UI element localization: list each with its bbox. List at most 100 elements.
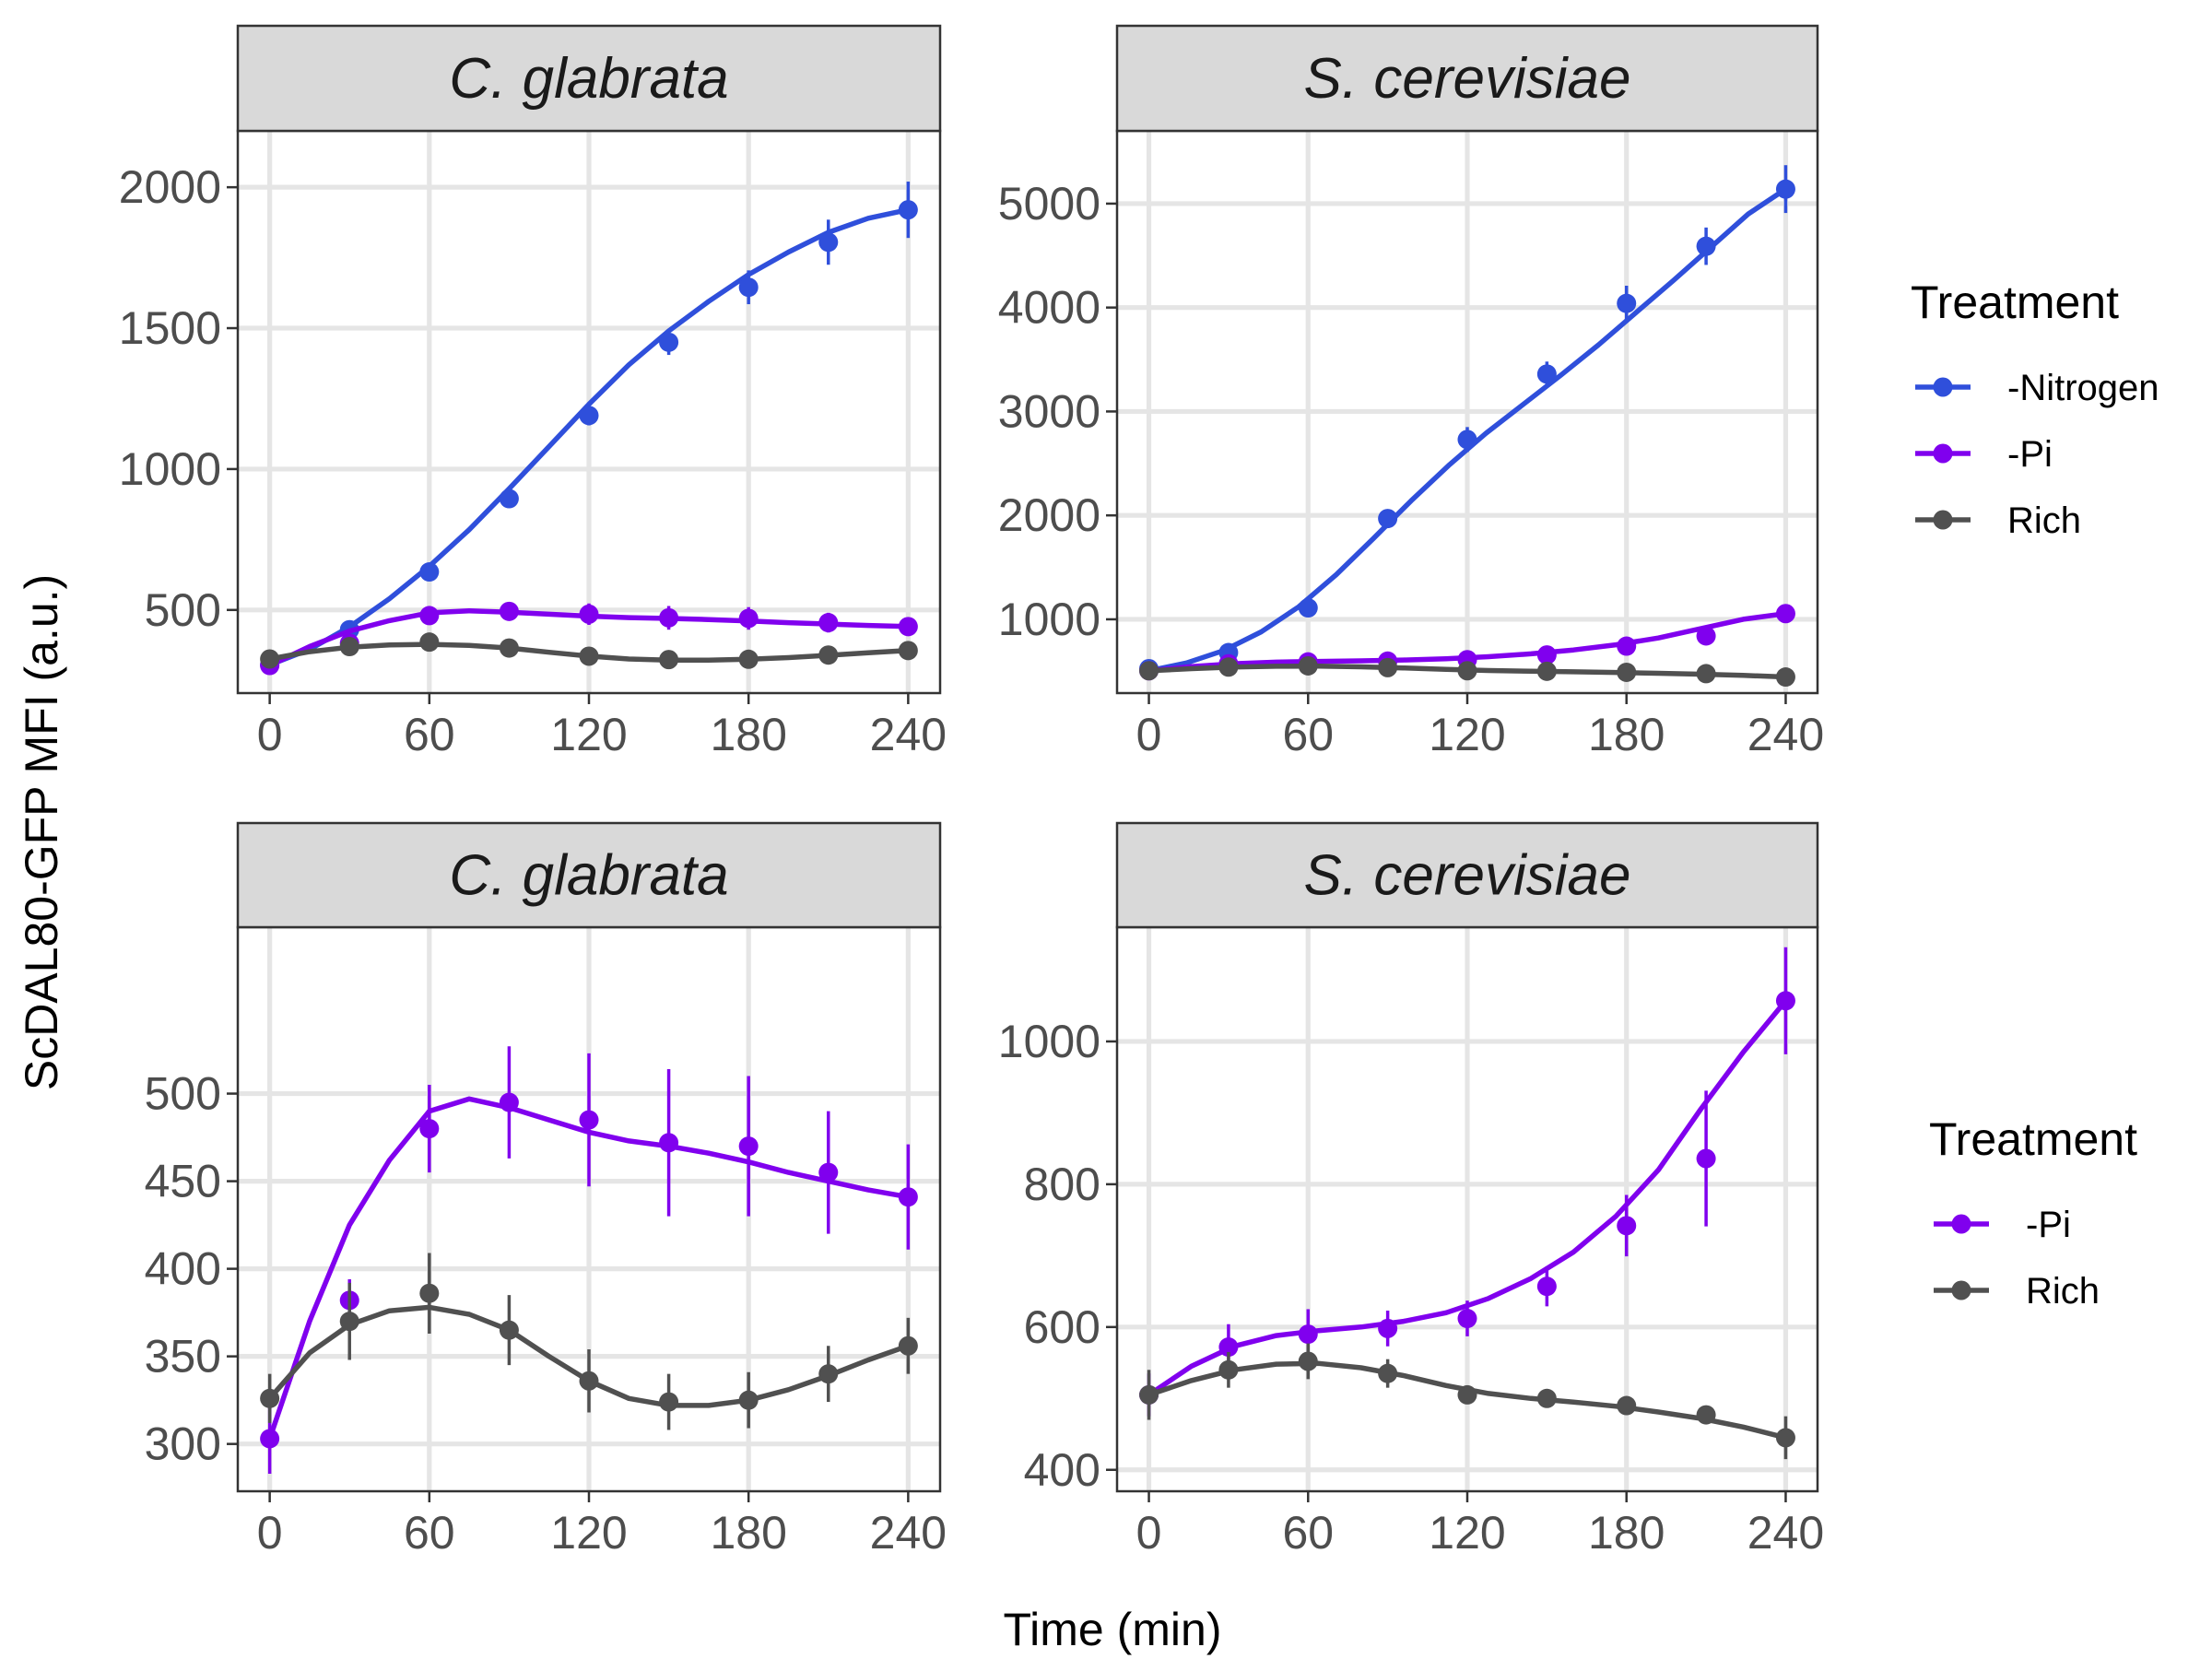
data-point [1617,662,1637,682]
panel-3: C. glabrata 0 60 120 180 240 300 350 400 450 500 [145,821,947,1559]
data-point [1218,1359,1239,1380]
facet-strip [1115,821,1819,929]
data-point [579,406,599,426]
data-point [1696,1405,1716,1425]
y-tick-label: 1000 [998,1016,1100,1067]
legend-key-point [1933,443,1953,464]
data-point [738,608,759,629]
y-tick-label: 5000 [998,178,1100,229]
y-tick-label: 450 [145,1156,221,1207]
y-tick-label: 400 [1024,1444,1100,1496]
legend-label: Rich [2007,500,2081,541]
panel-4: S. cerevisiae 0 60 120 180 240 400 600 800 1000 [998,821,1824,1559]
facet-strip-label: C. glabrata [449,47,728,111]
data-point [898,200,918,220]
facet-strip [1115,24,1819,133]
data-point [260,1429,280,1449]
y-tick-label: 350 [145,1331,221,1382]
data-point [1696,236,1716,256]
gridlines [1117,131,1818,693]
data-point [499,488,519,509]
x-axis-title: Time (min) [1003,1604,1221,1655]
data-point [1775,604,1795,624]
data-point [1775,991,1795,1011]
x-tick-label: 120 [550,1507,627,1559]
data-point [1139,1384,1159,1405]
panel-1: C. glabrata 0 60 120 180 240 500 1000 1500 2000 [119,24,947,760]
series-nitrogen [260,182,918,675]
legend-key-point [1933,377,1953,397]
data-point [1696,664,1716,684]
data-point [1298,655,1318,676]
data-point [339,1312,359,1332]
data-point [1536,364,1557,384]
data-point [1775,667,1795,688]
x-tick-label: 0 [1136,1507,1162,1559]
legend-entry: Rich [1934,1271,2100,1312]
data-point [1536,645,1557,665]
data-point [898,641,918,661]
legend-entry: Rich [1915,500,2081,541]
data-point [579,1110,599,1130]
legend-title: Treatment [1929,1113,2137,1165]
data-point [1536,661,1557,681]
data-point [1457,1309,1477,1329]
y-tick-label: 400 [145,1243,221,1295]
x-tick-label: 240 [1747,709,1824,760]
x-tick-label: 0 [257,709,283,760]
data-point [818,1162,839,1182]
data-point [419,562,440,582]
data-point [738,277,759,298]
data-layer [1139,165,1795,688]
facet-strip-label: C. glabrata [449,844,728,908]
data-layer [1139,947,1795,1460]
x-tick-label: 180 [1588,709,1665,760]
data-point [898,617,918,637]
y-tick-label: 3000 [998,385,1100,437]
x-tick-label: 0 [1136,709,1162,760]
data-point [499,1092,519,1112]
data-point [1218,657,1239,677]
series-rich [260,1253,918,1430]
facet-strip [236,821,942,929]
data-point [499,638,519,658]
data-layer [260,182,918,676]
series-rich [1139,655,1795,688]
legend-key-point [1951,1280,1971,1300]
legend-2: Treatment -Pi Rich [1929,1113,2137,1312]
data-point [499,601,519,621]
legend-key-point [1933,510,1953,530]
data-point [818,613,839,633]
legend-label: -Nitrogen [2007,368,2159,408]
data-point [1457,1384,1477,1405]
data-point [1617,1395,1637,1416]
legend-entry: -Nitrogen [1915,368,2159,408]
y-tick-label: 300 [145,1418,221,1470]
x-tick-label: 180 [710,709,786,760]
legend-title: Treatment [1911,276,2119,328]
legend-label: Rich [2026,1271,2100,1312]
data-point [818,232,839,253]
x-tick-label: 120 [550,709,627,760]
x-tick-label: 120 [1429,709,1505,760]
data-point [579,646,599,666]
legend-label: -Pi [2007,434,2053,475]
legend-1: Treatment -Nitrogen -Pi Rich [1911,276,2159,541]
data-point [898,1187,918,1207]
y-tick-label: 2000 [119,161,221,213]
x-tick-label: 0 [257,1507,283,1559]
data-layer [260,1046,918,1474]
x-tick-label: 180 [710,1507,786,1559]
data-point [339,637,359,657]
data-point [260,1388,280,1408]
data-point [818,645,839,665]
data-point [1298,1324,1318,1345]
data-point [419,606,440,626]
data-point [1298,598,1318,618]
y-tick-label: 1500 [119,302,221,354]
x-tick-label: 180 [1588,1507,1665,1559]
x-tick-label: 60 [404,709,455,760]
y-tick-label: 1000 [119,443,221,495]
series-rich [260,632,918,670]
x-tick-label: 240 [1747,1507,1824,1559]
